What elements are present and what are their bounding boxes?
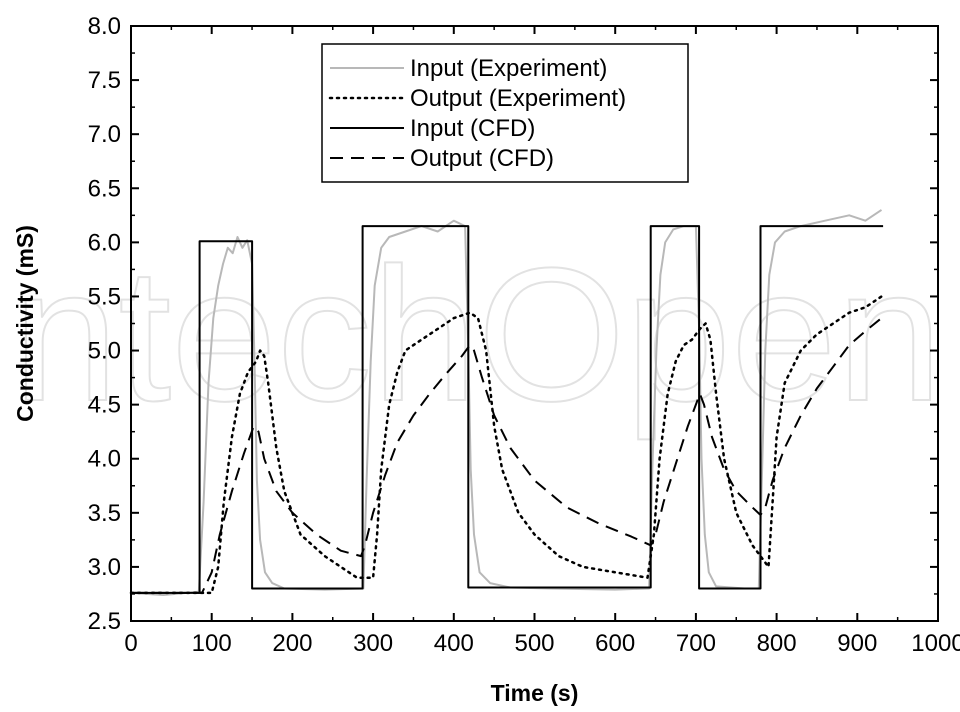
x-tick-label: 500	[514, 630, 554, 657]
x-tick-label: 900	[837, 630, 877, 657]
legend-label: Input (Experiment)	[410, 55, 607, 82]
x-tick-label: 400	[434, 630, 474, 657]
legend-label: Output (Experiment)	[410, 85, 626, 112]
x-tick-label: 200	[272, 630, 312, 657]
legend: Input (Experiment) Output (Experiment) Inp…	[321, 43, 689, 183]
y-tick-label: 3.5	[88, 500, 121, 527]
y-tick-label: 5.5	[88, 283, 121, 310]
x-tick-label: 300	[353, 630, 393, 657]
x-axis-title: Time (s)	[491, 680, 579, 706]
y-tick-label: 3.0	[88, 554, 121, 581]
series-line-output-experiment	[129, 295, 883, 595]
y-tick-label: 4.0	[88, 446, 121, 473]
legend-label: Output (CFD)	[410, 145, 554, 172]
series-layer	[129, 209, 884, 596]
x-tick-label: 1000	[911, 630, 960, 657]
ticks-layer: 0 100 200 300 400 500 600 700 800 900 1000 2.5 3.0 3.…	[88, 13, 960, 657]
legend-label: Input (CFD)	[410, 115, 535, 142]
y-axis-title: Conductivity (mS)	[12, 225, 38, 422]
x-tick-label: 600	[595, 630, 635, 657]
x-tick-label: 0	[124, 630, 137, 657]
y-tick-label: 7.0	[88, 121, 121, 148]
y-tick-label: 8.0	[88, 13, 121, 40]
series-line-input-cfd	[131, 225, 884, 594]
y-tick-label: 4.5	[88, 392, 121, 419]
y-tick-label: 7.5	[88, 67, 121, 94]
y-tick-label: 6.5	[88, 175, 121, 202]
y-tick-label: 6.0	[88, 229, 121, 256]
x-tick-label: 100	[192, 630, 232, 657]
y-tick-label: 5.0	[88, 338, 121, 365]
watermark-text: IntechOpen	[0, 229, 942, 441]
y-tick-label: 2.5	[88, 608, 121, 635]
x-tick-label: 700	[676, 630, 716, 657]
series-line-output-cfd	[131, 317, 883, 594]
x-tick-label: 800	[757, 630, 797, 657]
